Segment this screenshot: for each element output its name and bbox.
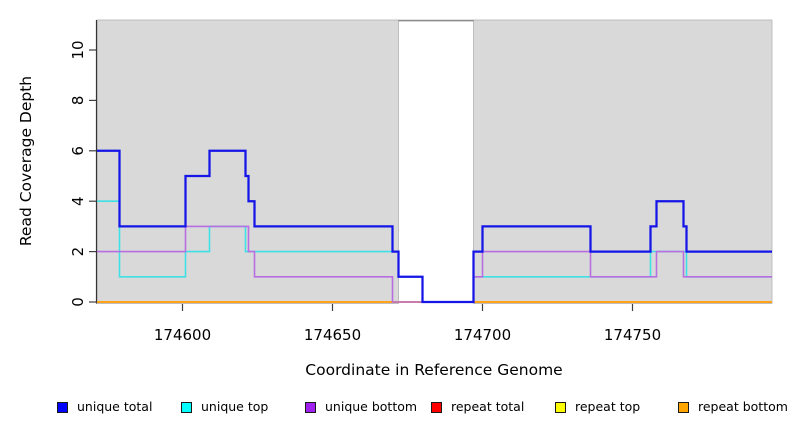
repeat-top-swatch-icon	[555, 401, 566, 413]
unique-bottom-swatch-icon	[305, 401, 316, 413]
legend-item-unique-bottom: unique bottom	[305, 399, 417, 415]
y-tick-label-10: 10	[69, 40, 87, 59]
legend-item-unique-total: unique total	[57, 399, 152, 415]
x-tick-label-174750: 174750	[604, 326, 661, 344]
legend-label: unique top	[201, 399, 269, 414]
legend-item-repeat-total: repeat total	[431, 399, 524, 415]
legend-item-repeat-top: repeat top	[555, 399, 640, 415]
repeat-total-swatch-icon	[431, 401, 442, 413]
unique-top-swatch-icon	[181, 401, 192, 413]
legend-label: repeat top	[575, 399, 641, 414]
axes: 174600 174650 174700 174750 0 2 4 6 8 10	[69, 20, 661, 344]
legend-label: repeat total	[451, 399, 525, 414]
x-axis-title: Coordinate in Reference Genome	[305, 361, 562, 379]
y-tick-label-4: 4	[69, 196, 87, 206]
repeat-bottom-swatch-icon	[678, 401, 689, 413]
x-tick-label-174650: 174650	[304, 326, 361, 344]
background-region-right	[473, 19, 773, 304]
x-tick-label-174700: 174700	[454, 326, 511, 344]
coverage-chart-canvas: 174600 174650 174700 174750 0 2 4 6 8 10 Read Cov…	[17, 19, 773, 379]
y-tick-label-0: 0	[69, 297, 87, 307]
legend-label: repeat bottom	[698, 399, 788, 414]
legend-label: unique total	[77, 399, 153, 414]
y-axis-title: Read Coverage Depth	[17, 76, 35, 246]
series-lines	[97, 149, 772, 304]
legend-item-repeat-bottom: repeat bottom	[678, 399, 788, 415]
y-tick-label-8: 8	[69, 96, 87, 106]
y-tick-label-6: 6	[69, 146, 87, 156]
legend-item-unique-top: unique top	[181, 399, 268, 415]
background-region-left	[96, 19, 399, 304]
legend-label: unique bottom	[325, 399, 418, 414]
legend: unique total unique top unique bottom re…	[0, 399, 792, 423]
y-tick-label-2: 2	[69, 247, 87, 257]
x-tick-label-174600: 174600	[154, 326, 211, 344]
unique-total-swatch-icon	[57, 401, 68, 413]
plot-background	[96, 19, 773, 304]
series-unique-total	[97, 149, 772, 304]
